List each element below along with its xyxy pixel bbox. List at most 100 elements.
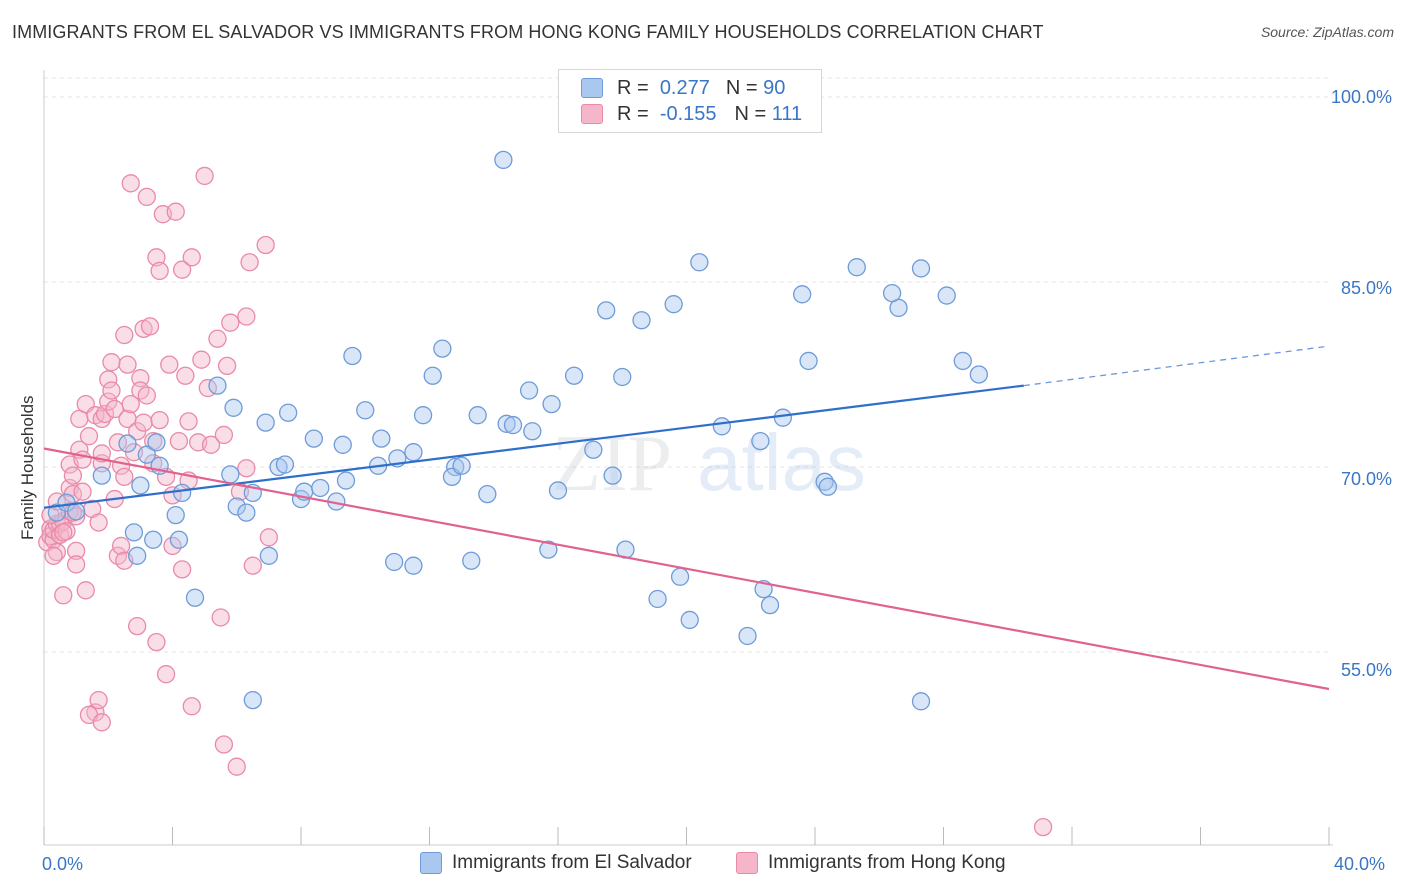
el-salvador-point bbox=[147, 433, 166, 452]
el-salvador-point bbox=[221, 465, 240, 484]
hong-kong-point bbox=[140, 317, 160, 336]
legend-n-label: N = bbox=[725, 76, 758, 99]
el-salvador-point bbox=[144, 530, 163, 549]
legend-swatch-pink bbox=[581, 104, 603, 124]
hong-kong-point bbox=[73, 482, 92, 501]
el-salvador-point bbox=[413, 406, 433, 425]
hong-kong-point bbox=[160, 355, 179, 374]
el-salvador-point bbox=[680, 610, 699, 630]
hong-kong-point bbox=[201, 435, 221, 454]
hong-kong-point bbox=[121, 394, 140, 414]
el-salvador-point bbox=[227, 497, 246, 516]
watermark: ZIP atlas bbox=[552, 418, 866, 508]
hong-kong-point bbox=[99, 370, 118, 389]
hong-kong-point bbox=[134, 413, 153, 432]
el-salvador-point bbox=[478, 484, 497, 504]
el-salvador-point bbox=[523, 422, 542, 441]
legend-swatch-blue bbox=[420, 852, 442, 874]
el-salvador-point bbox=[446, 457, 465, 477]
hong-kong-point bbox=[54, 586, 73, 605]
hong-kong-point bbox=[221, 313, 240, 332]
el-salvador-point bbox=[92, 466, 111, 485]
el-salvador-points bbox=[47, 150, 988, 711]
el-salvador-point bbox=[166, 505, 185, 525]
el-salvador-point bbox=[847, 258, 866, 277]
el-salvador-point bbox=[911, 259, 931, 278]
el-salvador-point bbox=[882, 283, 902, 303]
hong-kong-point bbox=[182, 248, 201, 267]
hong-kong-point bbox=[147, 632, 166, 652]
el-salvador-point bbox=[760, 595, 780, 615]
hong-kong-point bbox=[115, 325, 134, 345]
el-salvador-point bbox=[648, 589, 667, 609]
el-salvador-trend-extension bbox=[1023, 345, 1330, 387]
hong-kong-point bbox=[240, 253, 259, 272]
legend-item-hong-kong: Immigrants from Hong Kong bbox=[736, 852, 1006, 874]
el-salvador-point bbox=[137, 445, 156, 464]
hong-kong-point bbox=[237, 459, 256, 478]
y-tick-label-55: 55.0% bbox=[1340, 660, 1392, 680]
legend-item-el-salvador: Immigrants from El Salvador bbox=[420, 852, 692, 874]
el-salvador-point bbox=[333, 435, 352, 454]
hong-kong-point bbox=[172, 560, 192, 579]
hong-kong-point bbox=[66, 555, 86, 574]
hong-kong-point bbox=[166, 202, 185, 221]
el-salvador-point bbox=[519, 381, 539, 400]
hong-kong-point bbox=[211, 608, 230, 627]
hong-kong-point bbox=[89, 513, 108, 532]
el-salvador-point bbox=[185, 588, 205, 607]
hong-kong-point bbox=[156, 665, 176, 684]
hong-kong-point bbox=[108, 433, 128, 452]
el-salvador-point bbox=[584, 440, 603, 459]
el-salvador-point bbox=[751, 431, 770, 451]
hong-kong-point bbox=[214, 425, 234, 445]
hong-kong-point bbox=[92, 409, 111, 429]
el-salvador-point bbox=[169, 530, 189, 549]
legend-n-value: 90 bbox=[763, 76, 786, 99]
legend-r-value: 0.277 bbox=[659, 76, 710, 99]
el-salvador-point bbox=[433, 339, 452, 358]
el-salvador-point bbox=[128, 546, 147, 565]
axes bbox=[43, 70, 1333, 846]
el-salvador-point bbox=[632, 311, 651, 330]
legend-label: Immigrants from El Salvador bbox=[452, 852, 692, 873]
legend-swatch-pink bbox=[736, 852, 758, 874]
el-salvador-point bbox=[503, 415, 523, 435]
legend-r-label: R = bbox=[617, 102, 649, 125]
el-salvador-point bbox=[237, 503, 256, 522]
hong-kong-point bbox=[128, 616, 147, 636]
el-salvador-point bbox=[385, 552, 404, 572]
stats-legend: R = 0.277 N = 90 R = -0.155 N = 111 bbox=[558, 69, 822, 133]
hong-kong-point bbox=[79, 427, 99, 446]
hong-kong-point bbox=[137, 386, 156, 405]
el-salvador-point bbox=[275, 455, 295, 474]
hong-kong-point bbox=[54, 523, 73, 542]
el-salvador-point bbox=[356, 401, 375, 420]
el-salvador-point bbox=[404, 443, 423, 462]
el-salvador-point bbox=[208, 376, 227, 395]
hong-kong-point bbox=[89, 690, 108, 710]
legend-r-label: R = bbox=[617, 76, 649, 99]
hong-kong-point bbox=[76, 581, 95, 600]
hong-kong-point bbox=[92, 713, 111, 732]
el-salvador-point bbox=[278, 403, 298, 422]
el-salvador-point bbox=[911, 692, 931, 711]
legend-row-hong-kong: R = -0.155 N = 111 bbox=[581, 102, 802, 126]
x-tick-label-min: 0.0% bbox=[42, 854, 84, 874]
el-salvador-point bbox=[372, 429, 391, 448]
el-salvador-point bbox=[664, 295, 683, 314]
hong-kong-point bbox=[169, 431, 189, 451]
trend-lines bbox=[43, 345, 1330, 691]
el-salvador-point bbox=[712, 417, 731, 436]
el-salvador-point bbox=[468, 406, 487, 425]
hong-kong-point bbox=[66, 541, 86, 561]
x-tick-label-max: 40.0% bbox=[1334, 854, 1386, 874]
el-salvador-point bbox=[815, 472, 834, 491]
el-salvador-point bbox=[539, 540, 558, 559]
hong-kong-point bbox=[44, 546, 63, 565]
hong-kong-point bbox=[237, 307, 256, 326]
el-salvador-point bbox=[799, 351, 818, 371]
hong-kong-point bbox=[195, 166, 214, 186]
el-salvador-point bbox=[773, 408, 793, 427]
hong-kong-trend-line bbox=[43, 447, 1330, 691]
